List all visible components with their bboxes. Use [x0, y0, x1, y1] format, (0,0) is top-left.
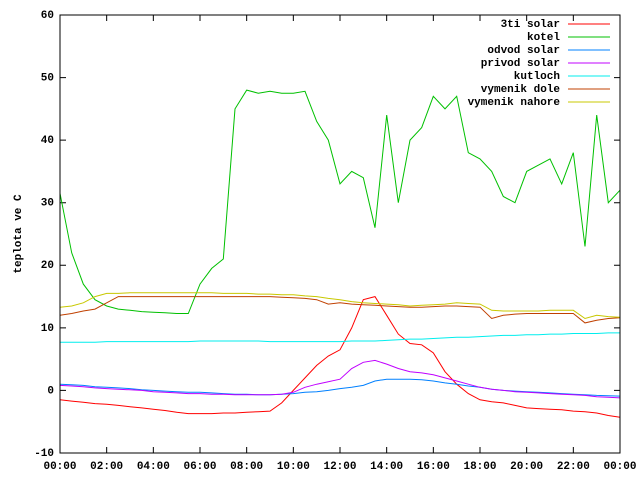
series-line — [59, 292, 621, 320]
series-line — [59, 89, 621, 314]
y-axis-label: teplota ve C — [13, 194, 25, 274]
x-tick-label: 14:00 — [370, 461, 403, 473]
legend-label: vymenik dole — [481, 84, 561, 96]
y-tick-label: 10 — [41, 323, 54, 335]
x-tick-label: 22:00 — [557, 461, 590, 473]
y-tick-label: -10 — [34, 448, 54, 460]
y-tick-label: 40 — [41, 135, 54, 147]
x-tick-label: 00:00 — [603, 461, 636, 473]
x-tick-label: 08:00 — [230, 461, 263, 473]
y-tick-label: 60 — [41, 10, 54, 22]
y-tick-label: 20 — [41, 260, 54, 272]
y-tick-label: 0 — [47, 385, 54, 397]
series-line — [59, 378, 621, 397]
x-tick-label: 16:00 — [417, 461, 450, 473]
series-line — [59, 296, 621, 324]
x-tick-label: 10:00 — [277, 461, 310, 473]
series-line — [60, 332, 620, 343]
x-tick-label: 18:00 — [463, 461, 496, 473]
legend-label: kutloch — [514, 71, 560, 83]
legend-label: kotel — [527, 32, 560, 44]
legend-label: odvod solar — [487, 45, 560, 57]
y-tick-label: 30 — [41, 198, 54, 210]
x-tick-label: 06:00 — [183, 461, 216, 473]
x-tick-label: 02:00 — [90, 461, 123, 473]
x-tick-label: 00:00 — [43, 461, 76, 473]
x-tick-label: 12:00 — [323, 461, 356, 473]
x-tick-label: 04:00 — [137, 461, 170, 473]
legend-label: privod solar — [481, 58, 560, 70]
legend-label: vymenik nahore — [468, 97, 561, 109]
series-line — [59, 296, 621, 418]
plot-frame — [59, 14, 621, 454]
series-line — [59, 359, 621, 399]
legend-label: 3ti solar — [501, 19, 560, 31]
y-tick-label: 50 — [41, 72, 54, 84]
x-tick-label: 20:00 — [510, 461, 543, 473]
